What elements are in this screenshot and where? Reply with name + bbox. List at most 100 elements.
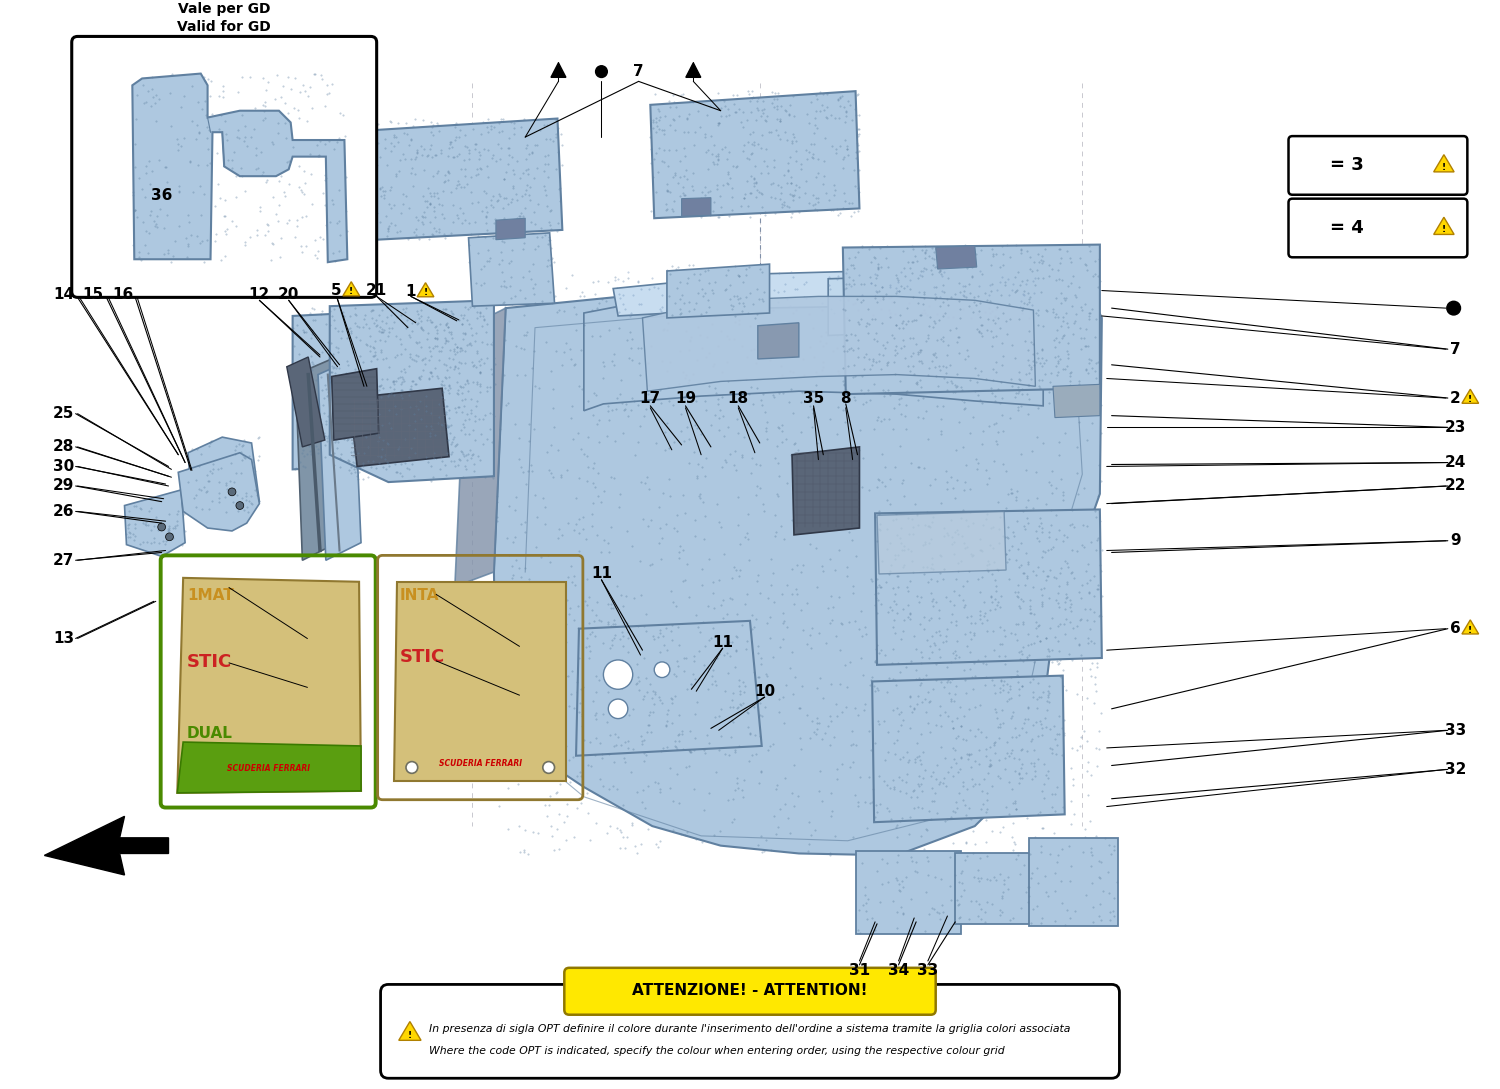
Polygon shape [494,274,1102,856]
Polygon shape [394,582,567,781]
Text: !: ! [1468,395,1473,404]
Text: 8: 8 [840,391,850,405]
Polygon shape [468,233,555,306]
Text: 14: 14 [54,286,75,302]
Polygon shape [1462,620,1479,634]
FancyBboxPatch shape [72,36,376,297]
Polygon shape [584,281,1042,411]
Text: = 4: = 4 [1329,219,1364,237]
Text: DUAL: DUAL [188,726,232,742]
Text: !: ! [350,287,354,296]
Polygon shape [642,296,1035,391]
Text: !: ! [1468,625,1473,635]
Polygon shape [1434,217,1454,234]
Text: 31: 31 [849,964,870,978]
Text: 15: 15 [82,286,104,302]
Text: 6: 6 [1450,621,1461,636]
Circle shape [1448,302,1461,315]
Text: 35: 35 [802,391,824,405]
Polygon shape [372,119,562,240]
Text: 23: 23 [1444,420,1467,435]
Text: In presenza di sigla OPT definire il colore durante l'inserimento dell'ordine a : In presenza di sigla OPT definire il col… [429,1024,1071,1033]
Polygon shape [454,308,506,587]
Text: 1MAT: 1MAT [188,588,234,602]
Polygon shape [318,359,362,560]
Text: 7: 7 [633,64,644,79]
Polygon shape [399,1021,422,1040]
Text: 21: 21 [366,283,387,298]
Circle shape [228,488,236,495]
Circle shape [596,65,608,77]
Text: 20: 20 [278,286,300,302]
Text: INTA: INTA [400,588,439,602]
Polygon shape [1462,389,1479,403]
Text: 33: 33 [1444,723,1466,738]
Polygon shape [681,198,711,217]
Polygon shape [296,359,338,560]
Polygon shape [124,490,184,556]
Polygon shape [828,274,995,335]
FancyBboxPatch shape [564,968,936,1015]
Polygon shape [614,271,1035,318]
Text: 5: 5 [332,283,342,298]
Polygon shape [178,453,260,531]
Polygon shape [651,91,860,218]
Polygon shape [550,63,566,77]
Polygon shape [292,306,484,469]
Polygon shape [132,74,348,262]
Text: 2: 2 [1450,391,1461,405]
Text: 18: 18 [728,391,748,405]
Polygon shape [878,512,1007,574]
Text: 33: 33 [916,964,939,978]
FancyBboxPatch shape [1288,136,1467,195]
Polygon shape [330,301,494,482]
Circle shape [543,761,555,773]
Circle shape [603,660,633,689]
Polygon shape [874,510,1102,665]
Text: 7: 7 [1450,342,1461,357]
Text: !: ! [423,289,427,297]
Text: 11: 11 [712,635,734,650]
Text: 36: 36 [152,188,172,204]
Text: 19: 19 [675,391,696,405]
Text: 9: 9 [1450,534,1461,548]
Text: Where the code OPT is indicated, specify the colour when entering order, using t: Where the code OPT is indicated, specify… [429,1047,1005,1056]
Text: !: ! [1442,225,1446,234]
Circle shape [1306,221,1322,235]
Text: ATTENZIONE! - ATTENTION!: ATTENZIONE! - ATTENTION! [632,982,867,998]
Polygon shape [758,322,800,359]
Text: 26: 26 [53,504,75,518]
Text: !: ! [408,1030,413,1040]
Circle shape [609,699,628,719]
Polygon shape [332,369,378,440]
Polygon shape [1434,155,1454,172]
FancyBboxPatch shape [1288,198,1467,257]
Text: 17: 17 [640,391,662,405]
Text: 32: 32 [1444,762,1467,776]
Text: STIC: STIC [400,648,445,666]
Circle shape [236,502,243,510]
Polygon shape [177,578,362,793]
Text: 10: 10 [754,684,776,699]
Circle shape [165,533,174,541]
Circle shape [406,761,417,773]
Polygon shape [350,389,448,466]
Polygon shape [1053,384,1100,417]
Polygon shape [855,851,962,933]
Text: !: ! [1442,162,1446,172]
Polygon shape [843,245,1100,394]
Polygon shape [871,675,1065,822]
Polygon shape [936,246,976,269]
Polygon shape [417,283,434,297]
Polygon shape [177,742,362,793]
Polygon shape [668,265,770,318]
Polygon shape [188,437,260,517]
Text: 13: 13 [54,631,75,646]
Text: 1: 1 [405,284,416,299]
Text: 25: 25 [53,406,75,421]
Polygon shape [792,446,859,535]
Polygon shape [1306,157,1322,171]
Text: 28: 28 [53,439,75,454]
FancyBboxPatch shape [381,984,1119,1078]
Text: = 3: = 3 [1329,157,1364,174]
